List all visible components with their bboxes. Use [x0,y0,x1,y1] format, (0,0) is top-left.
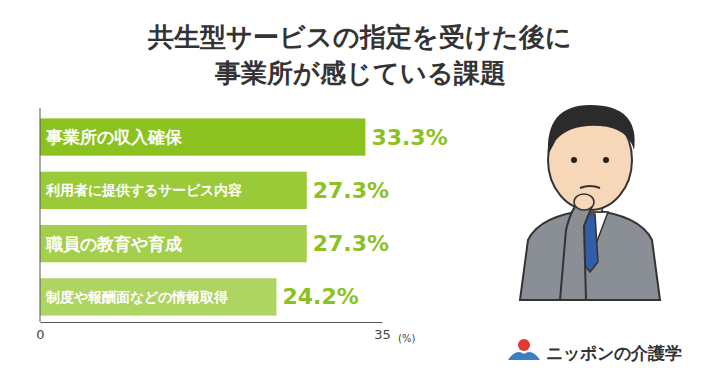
y-axis-line [40,108,41,322]
category-label: 職員の教育や育成 [45,234,182,254]
data-label: 24.2% [282,284,358,309]
x-axis-label: (%) [398,333,415,344]
mouth [580,186,600,188]
eye [603,157,609,163]
eye [571,157,577,163]
bars [40,118,365,315]
x-tick: 35 [374,322,391,342]
annotation: ニッポンの介護学 [546,343,682,363]
category-label: 事業所の収入確保 [45,127,183,147]
data-label: 27.3% [313,231,389,256]
logo-sun [518,339,530,351]
bar [40,225,307,262]
x-tick: 0 [36,322,44,342]
x-axis: 0 35 [36,322,390,342]
x-tick-label: 0 [36,327,44,342]
title-line: 共生型サービスの指定を受けた後に [147,22,572,52]
category-label: 制度や報酬面などの情報取得 [45,289,228,305]
category-label: 利用者に提供するサービス内容 [45,182,242,198]
bar [40,172,307,209]
bar [40,118,365,155]
hair [548,105,635,155]
x-tick-label: 35 [374,327,391,342]
title: 共生型サービスの指定を受けた後に事業所が感じている課題 [147,22,572,88]
data-label: 27.3% [313,178,389,203]
data-label: 33.3% [371,125,447,150]
bar [40,278,276,315]
arm [560,199,592,300]
logo [508,339,540,360]
hand [574,194,594,210]
suit [520,210,660,300]
logo-wave [508,352,540,360]
x-axis-line [41,322,383,323]
title-line: 事業所が感じている課題 [214,58,506,88]
illustration [520,105,660,300]
chart: 共生型サービスの指定を受けた後に事業所が感じている課題事業所の収入確保利用者に提… [0,0,720,377]
